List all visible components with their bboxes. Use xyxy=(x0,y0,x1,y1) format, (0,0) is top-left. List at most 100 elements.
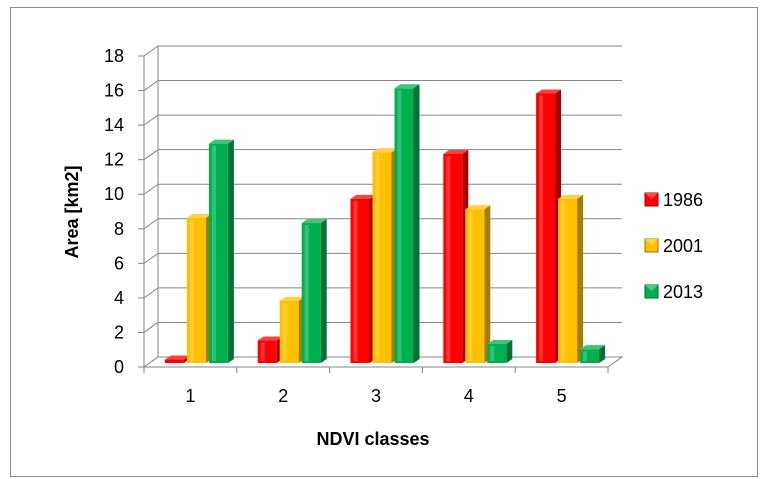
x-tick-label: 4 xyxy=(464,386,474,406)
bar-top xyxy=(257,336,283,341)
bar-top xyxy=(487,339,513,344)
gridline-side xyxy=(143,322,159,333)
bar-front xyxy=(536,93,556,363)
bar-top xyxy=(279,296,305,301)
y-tick-label: 16 xyxy=(104,81,124,101)
y-tick-label: 8 xyxy=(114,219,124,239)
gridline-side xyxy=(143,45,159,57)
x-axis-title: NDVI classes xyxy=(316,429,429,449)
bar-top xyxy=(164,355,190,360)
bar-highlight xyxy=(468,211,473,361)
y-tick-label: 4 xyxy=(114,288,124,308)
bar-side xyxy=(227,139,234,363)
bar-front xyxy=(465,209,485,363)
bar xyxy=(394,84,420,364)
bar-front xyxy=(186,217,206,363)
gridline-side xyxy=(143,114,159,126)
gridline-side xyxy=(143,80,159,91)
bar-top xyxy=(350,194,376,199)
bar-side xyxy=(506,339,513,363)
bar-front xyxy=(164,359,184,363)
gridline-side xyxy=(143,252,159,264)
bar xyxy=(257,336,283,363)
legend-entry: 1986 xyxy=(644,190,703,210)
bar-front xyxy=(257,340,277,363)
y-tick-label: 10 xyxy=(104,184,124,204)
bar-side xyxy=(484,205,491,363)
bar-front xyxy=(443,153,463,363)
x-tick-label: 2 xyxy=(278,386,288,406)
legend-label: 2013 xyxy=(663,282,703,302)
bar-top xyxy=(465,205,491,210)
bar xyxy=(301,219,327,363)
legend-entry: 2001 xyxy=(644,236,703,256)
y-tick-label: 14 xyxy=(104,115,124,135)
x-tick-label: 1 xyxy=(185,386,195,406)
bar-side xyxy=(577,194,584,363)
bar xyxy=(536,89,562,363)
legend-swatch-top xyxy=(645,193,658,199)
bar-highlight xyxy=(304,225,309,361)
bar xyxy=(208,139,234,363)
bar-side xyxy=(413,84,420,364)
bar-top xyxy=(372,148,398,153)
bar-front xyxy=(580,349,600,363)
bar xyxy=(350,194,376,363)
bar xyxy=(487,339,513,363)
bar-top xyxy=(536,89,562,94)
bar-top xyxy=(580,345,606,350)
legend: 1986 2001 2013 xyxy=(644,190,703,302)
bar xyxy=(186,213,212,363)
bar-front xyxy=(558,198,578,363)
y-tick-label: 12 xyxy=(104,150,124,170)
bar-front xyxy=(208,143,228,363)
bar xyxy=(580,345,606,363)
bar xyxy=(558,194,584,363)
x-tick-label: 3 xyxy=(371,386,381,406)
legend-swatch-top xyxy=(645,239,658,245)
bar-top xyxy=(394,84,420,89)
bar-highlight xyxy=(397,90,402,362)
bar xyxy=(279,296,305,363)
y-tick-label: 6 xyxy=(114,253,124,273)
bar-highlight xyxy=(353,200,358,361)
bar-front xyxy=(279,300,299,363)
gridline-side xyxy=(143,218,159,230)
y-tick-label: 18 xyxy=(104,46,124,66)
bar-highlight xyxy=(583,351,588,361)
bar-top xyxy=(443,149,469,154)
bar xyxy=(372,148,398,363)
bar-highlight xyxy=(561,200,566,361)
bar-highlight xyxy=(446,155,451,361)
bar xyxy=(465,205,491,363)
bar-highlight xyxy=(260,342,265,361)
bar-highlight xyxy=(490,345,495,361)
bar-highlight xyxy=(375,154,380,361)
gridline-side xyxy=(143,183,159,195)
bar-highlight xyxy=(539,95,544,361)
x-tick-label: 5 xyxy=(557,386,567,406)
bar-highlight xyxy=(189,219,194,361)
bar-highlight xyxy=(282,302,287,361)
bar-side xyxy=(599,345,606,363)
bar-top xyxy=(208,139,234,144)
gridline-side xyxy=(143,287,159,299)
gridline-side xyxy=(143,149,159,161)
bar xyxy=(443,149,469,363)
legend-label: 1986 xyxy=(663,190,703,210)
bar-front xyxy=(487,343,507,363)
bar-front xyxy=(394,88,414,364)
legend-entry: 2013 xyxy=(644,282,703,302)
legend-label: 2001 xyxy=(663,236,703,256)
bar-highlight xyxy=(211,145,216,361)
bar-top xyxy=(301,219,327,224)
bar-top xyxy=(186,213,212,218)
y-tick-label: 0 xyxy=(114,357,124,377)
bars-layer xyxy=(164,84,606,364)
bar-side xyxy=(320,219,327,363)
bar-front xyxy=(301,223,321,363)
bar-top xyxy=(558,194,584,199)
y-axis-title: Area [km2] xyxy=(62,165,82,258)
